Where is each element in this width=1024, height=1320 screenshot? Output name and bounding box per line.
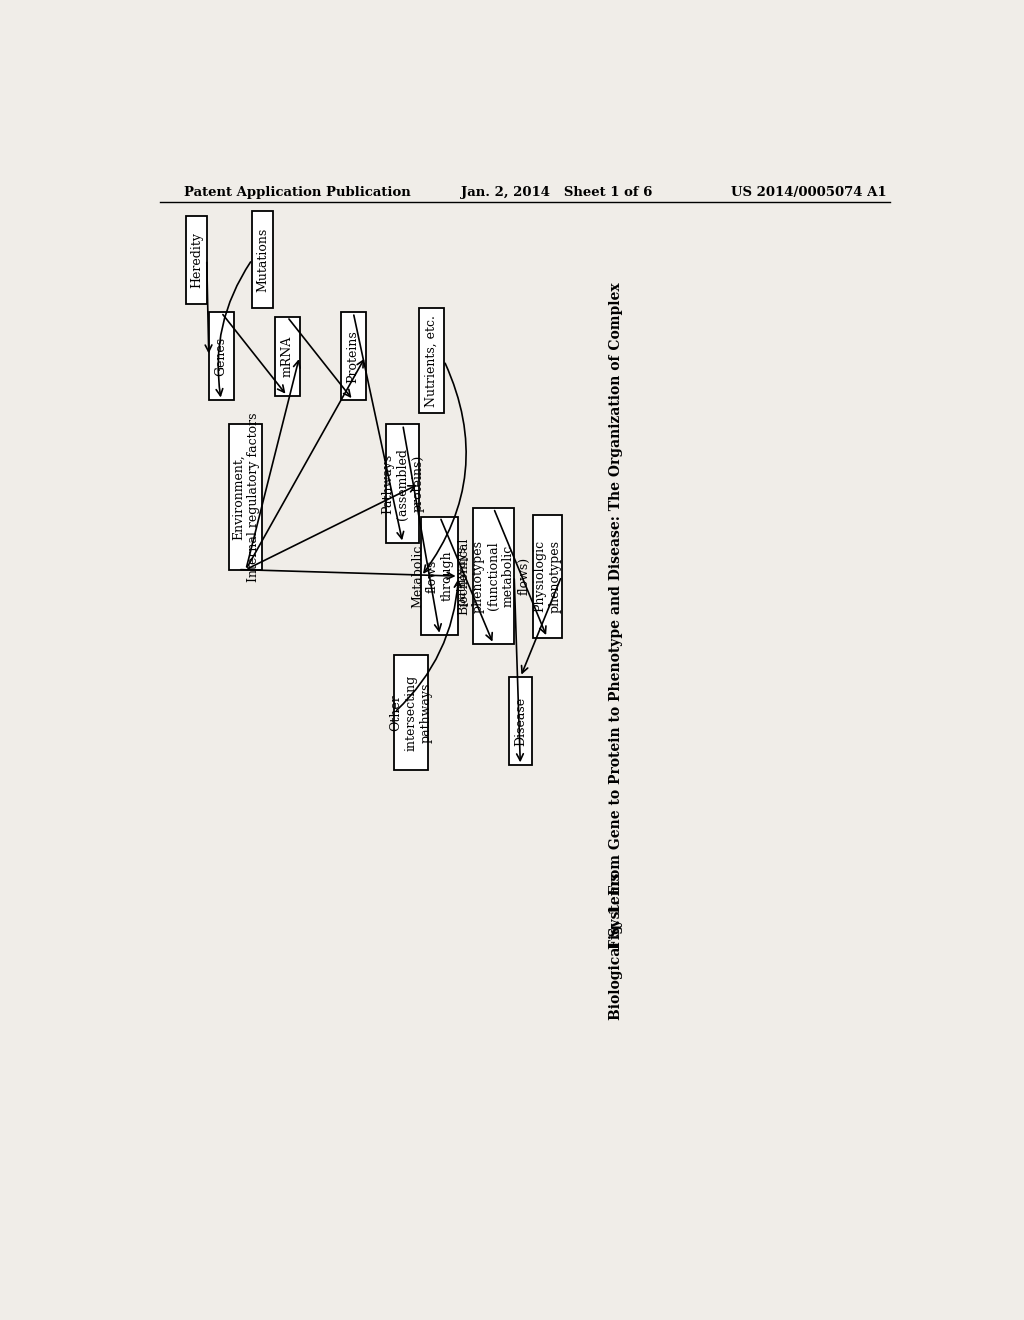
Text: Pathways
(assembled
proteins): Pathways (assembled proteins) — [381, 447, 424, 520]
FancyBboxPatch shape — [209, 313, 233, 400]
FancyBboxPatch shape — [186, 215, 207, 304]
FancyBboxPatch shape — [386, 425, 419, 543]
Text: Genes: Genes — [215, 337, 227, 376]
Text: Patent Application Publication: Patent Application Publication — [183, 186, 411, 199]
Text: US 2014/0005074 A1: US 2014/0005074 A1 — [731, 186, 887, 199]
FancyBboxPatch shape — [509, 677, 531, 766]
Text: Jan. 2, 2014   Sheet 1 of 6: Jan. 2, 2014 Sheet 1 of 6 — [461, 186, 652, 199]
Text: Other
intersecting
pathways: Other intersecting pathways — [389, 675, 432, 751]
FancyBboxPatch shape — [229, 425, 262, 569]
Text: Heredity: Heredity — [189, 231, 203, 288]
FancyBboxPatch shape — [419, 308, 444, 413]
FancyBboxPatch shape — [532, 515, 561, 638]
FancyBboxPatch shape — [394, 655, 427, 770]
Text: Proteins: Proteins — [347, 330, 359, 383]
FancyBboxPatch shape — [473, 508, 514, 644]
Text: Fig. 1. From Gene to Protein to Phenotype and Disease: The Organization of Compl: Fig. 1. From Gene to Protein to Phenotyp… — [609, 282, 623, 949]
FancyBboxPatch shape — [421, 517, 459, 635]
Text: Metabolic
flows
through
pathways: Metabolic flows through pathways — [411, 544, 469, 607]
Text: Biochemical
phenotypes
(functional
metabolic
flows): Biochemical phenotypes (functional metab… — [457, 537, 530, 615]
Text: Physiologic
phenotypes: Physiologic phenotypes — [534, 540, 561, 612]
Text: mRNA: mRNA — [281, 335, 294, 378]
Text: Mutations: Mutations — [256, 227, 269, 292]
FancyBboxPatch shape — [252, 211, 272, 308]
FancyBboxPatch shape — [274, 317, 300, 396]
Text: Nutrients, etc.: Nutrients, etc. — [425, 314, 438, 407]
Text: Environment,
Internal regulatory factors: Environment, Internal regulatory factors — [231, 412, 260, 582]
FancyBboxPatch shape — [341, 313, 366, 400]
Text: Biological Systems: Biological Systems — [609, 873, 623, 1020]
Text: Disease: Disease — [514, 697, 527, 746]
